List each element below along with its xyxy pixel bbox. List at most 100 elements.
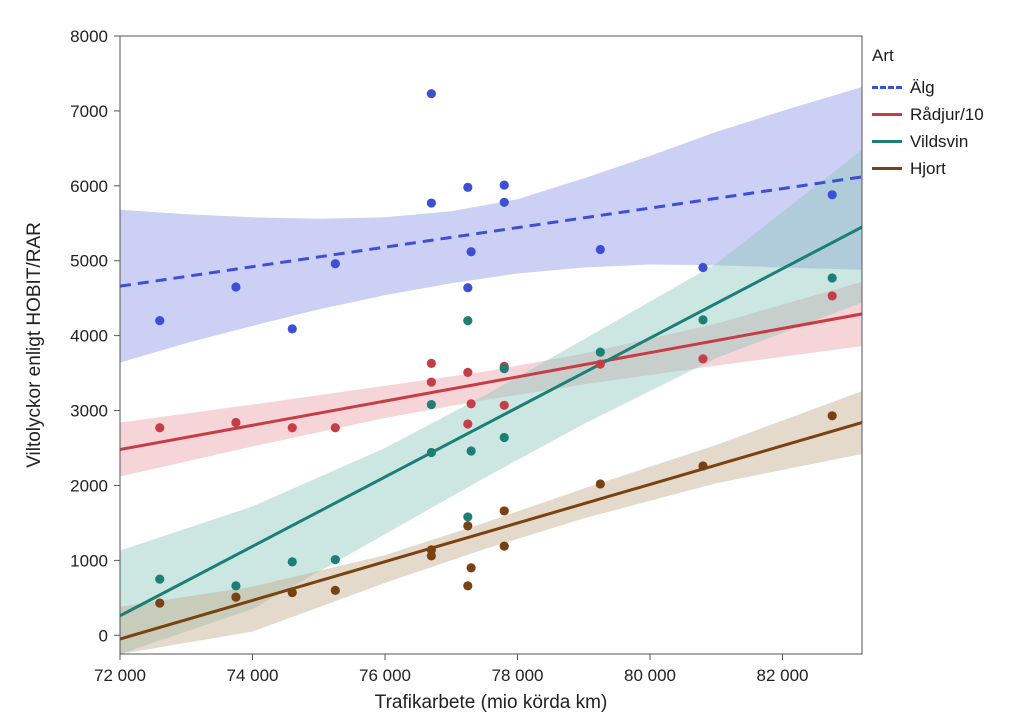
data-point-vildsvin (231, 581, 241, 591)
data-point--lg (231, 282, 241, 292)
data-point--lg (426, 198, 436, 208)
data-point-r-djur-10 (466, 399, 476, 409)
data-point-hjort (463, 581, 473, 591)
data-point-vildsvin (595, 347, 605, 357)
data-point-hjort (463, 521, 473, 531)
data-point--lg (426, 89, 436, 99)
data-point--lg (827, 190, 837, 200)
legend-swatch--lg (872, 86, 902, 89)
legend-item-vildsvin: Vildsvin (872, 128, 984, 155)
y-axis-title: Viltolyckor enligt HOBIT/RAR (24, 222, 45, 468)
legend-label-hjort: Hjort (910, 158, 946, 178)
confidence-bands (120, 86, 862, 654)
data-point-hjort (595, 479, 605, 489)
legend-label--lg: Älg (910, 77, 935, 97)
data-point-r-djur-10 (426, 377, 436, 387)
confidence-band--lg (120, 86, 862, 363)
plot-frame (119, 35, 863, 655)
x-axis: 72 000 74 000 76 000 78 000 80 000 82 000 (94, 654, 809, 685)
x-axis-title: Trafikarbete (mio körda km) (375, 692, 608, 713)
y-tick-label: 1000 (70, 551, 108, 570)
fit-line-hjort (120, 421, 862, 641)
y-axis: 0 1000 2000 3000 4000 5000 6000 7000 8000 (70, 27, 120, 645)
data-point-r-djur-10 (463, 367, 473, 377)
data-point-vildsvin (499, 363, 509, 374)
fit-line-vildsvin (120, 225, 862, 618)
data-point--lg (330, 259, 340, 269)
data-point-r-djur-10 (698, 354, 708, 364)
y-tick-label: 6000 (70, 177, 108, 196)
data-point-hjort (287, 587, 297, 598)
data-point-r-djur-10 (330, 423, 340, 433)
data-point--lg (595, 244, 605, 255)
confidence-band-r-djur-10 (120, 281, 862, 477)
data-point-hjort (499, 506, 509, 516)
data-point--lg (287, 324, 297, 334)
data-point-vildsvin (463, 512, 473, 522)
data-point-vildsvin (287, 557, 297, 567)
data-point--lg (463, 182, 473, 192)
data-point-r-djur-10 (287, 423, 297, 433)
data-point--lg (463, 283, 473, 293)
legend-item--lg: Älg (872, 74, 984, 101)
data-point--lg (499, 180, 509, 190)
data-point-r-djur-10 (499, 400, 509, 410)
data-point-hjort (426, 551, 436, 561)
x-tick-label: 72 000 (94, 666, 146, 685)
data-point-vildsvin (155, 574, 165, 584)
data-point-hjort (698, 461, 708, 471)
legend: Art Älg Rådjur/10 Vildsvin Hjort (872, 46, 984, 182)
confidence-band-hjort (120, 391, 862, 654)
legend-label-vildsvin: Vildsvin (910, 131, 969, 151)
data-point-vildsvin (463, 316, 473, 326)
y-tick-label: 4000 (70, 327, 108, 346)
data-point--lg (155, 316, 165, 326)
data-point-r-djur-10 (426, 358, 436, 368)
y-tick-label: 3000 (70, 402, 108, 421)
data-point-hjort (231, 592, 241, 602)
data-point-hjort (155, 598, 165, 608)
data-point--lg (499, 197, 509, 207)
x-tick-label: 74 000 (227, 666, 279, 685)
y-tick-label: 0 (99, 626, 108, 645)
data-point-r-djur-10 (231, 417, 241, 428)
data-point-vildsvin (426, 447, 436, 458)
data-point-vildsvin (827, 273, 837, 283)
data-point-r-djur-10 (463, 419, 473, 429)
data-point-hjort (330, 585, 340, 595)
confidence-band-vildsvin (120, 149, 862, 654)
data-point-r-djur-10 (595, 359, 605, 369)
y-tick-label: 7000 (70, 102, 108, 121)
y-tick-label: 2000 (70, 476, 108, 495)
x-tick-label: 76 000 (359, 666, 411, 685)
x-tick-label: 80 000 (624, 666, 676, 685)
data-point--lg (466, 247, 476, 257)
data-point-hjort (466, 563, 476, 573)
legend-title: Art (872, 46, 894, 65)
y-tick-label: 8000 (70, 27, 108, 46)
x-tick-label: 82 000 (757, 666, 809, 685)
data-point-hjort (499, 541, 509, 551)
data-point-vildsvin (426, 399, 436, 410)
fit-line-r-djur-10 (120, 312, 862, 451)
legend-item-r-djur-10: Rådjur/10 (872, 101, 984, 128)
y-tick-label: 5000 (70, 252, 108, 271)
legend-swatch-r-djur-10 (872, 113, 902, 116)
data-point-vildsvin (330, 555, 340, 565)
data-points (155, 89, 837, 608)
data-point-hjort (827, 411, 837, 421)
data-point-vildsvin (499, 432, 509, 443)
data-point--lg (698, 262, 708, 273)
legend-swatch-vildsvin (872, 140, 902, 143)
data-point-r-djur-10 (155, 423, 165, 433)
legend-items: Älg Rådjur/10 Vildsvin Hjort (872, 74, 984, 182)
data-point-vildsvin (698, 315, 708, 325)
data-point-r-djur-10 (827, 291, 837, 301)
fit-lines (120, 175, 862, 641)
data-point-vildsvin (466, 446, 476, 456)
legend-item-hjort: Hjort (872, 155, 984, 182)
legend-swatch-hjort (872, 167, 902, 170)
x-tick-label: 78 000 (492, 666, 544, 685)
legend-label-r-djur-10: Rådjur/10 (910, 104, 984, 124)
